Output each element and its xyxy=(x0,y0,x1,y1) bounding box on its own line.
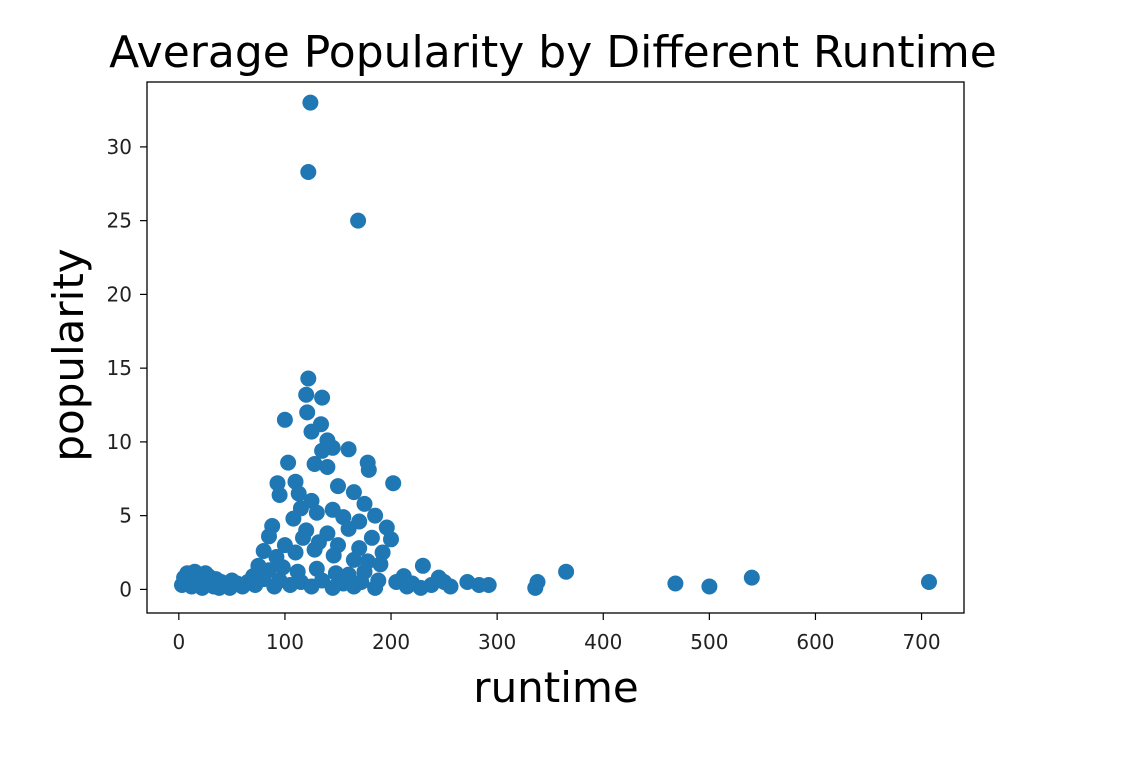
scatter-point xyxy=(274,559,291,576)
x-axis-label: runtime xyxy=(473,663,638,712)
scatter-point xyxy=(306,456,323,472)
scatter-point xyxy=(295,529,311,546)
scatter-point xyxy=(314,389,331,406)
scatter-point xyxy=(558,563,575,580)
scatter-point xyxy=(367,579,384,596)
scatter-point xyxy=(261,528,277,545)
plot-area-frame xyxy=(146,81,965,614)
x-tick-label: 0 xyxy=(172,630,185,654)
scatter-point xyxy=(367,507,384,524)
scatter-point xyxy=(340,520,357,537)
scatter-point xyxy=(921,574,937,590)
scatter-point xyxy=(399,578,415,595)
scatter-point xyxy=(324,579,341,596)
scatter-point xyxy=(701,578,718,595)
scatter-point xyxy=(255,543,272,559)
scatter-point xyxy=(314,442,331,459)
scatter-point xyxy=(350,212,367,229)
scatter-point xyxy=(308,504,325,521)
scatter-point xyxy=(276,411,293,428)
scatter-point xyxy=(247,577,264,593)
scatter-point xyxy=(179,565,196,582)
scatter-point xyxy=(330,478,346,495)
scatter-point xyxy=(299,404,316,421)
scatter-point xyxy=(287,544,304,561)
x-tick-label: 600 xyxy=(796,630,834,654)
scatter-point xyxy=(271,487,288,503)
scatter-point xyxy=(345,551,362,568)
scatter-point xyxy=(383,531,399,548)
scatter-point xyxy=(303,423,320,440)
y-tick-label: 20 xyxy=(107,282,132,306)
scatter-point xyxy=(280,454,297,471)
scatter-point xyxy=(667,575,684,592)
scatter-point xyxy=(319,459,336,475)
scatter-point xyxy=(385,475,402,492)
scatter-point xyxy=(300,164,317,180)
scatter-point xyxy=(480,577,497,593)
scatter-point xyxy=(282,577,299,593)
x-tick-label: 700 xyxy=(902,630,940,654)
chart-title: Average Popularity by Different Runtime xyxy=(109,27,997,78)
scatter-point xyxy=(345,484,362,501)
y-tick-label: 25 xyxy=(107,209,132,233)
scatter-point xyxy=(269,475,286,492)
y-tick-label: 5 xyxy=(119,504,132,528)
y-tick-label: 15 xyxy=(107,356,132,380)
y-tick-label: 0 xyxy=(119,577,132,601)
y-axis-ticks: 0 5 10 15 20 25 30 xyxy=(107,135,147,601)
scatter-point xyxy=(529,574,546,590)
scatter-point xyxy=(442,578,459,595)
scatter-point xyxy=(412,579,429,596)
x-tick-label: 400 xyxy=(584,630,622,654)
scatter-point xyxy=(325,547,342,564)
scatter-point xyxy=(306,541,323,558)
y-axis-label: popularity xyxy=(44,248,93,461)
scatter-point xyxy=(303,578,320,595)
scatter-point xyxy=(345,578,362,595)
scatter-point xyxy=(266,578,283,595)
scatter-point xyxy=(356,495,373,512)
scatter-point xyxy=(194,579,211,596)
scatter-point xyxy=(298,386,315,403)
scatter-point xyxy=(372,556,389,573)
scatter-point xyxy=(221,579,238,596)
y-tick-label: 10 xyxy=(107,430,132,454)
scatter-point xyxy=(360,461,377,478)
scatter-point xyxy=(414,557,431,574)
scatter-point xyxy=(374,544,391,561)
scatter-point xyxy=(300,370,317,387)
scatter-point xyxy=(290,485,307,502)
x-axis-ticks: 0 100 200 300 400 500 600 700 xyxy=(172,613,941,654)
x-tick-label: 500 xyxy=(690,630,728,654)
scatter-point xyxy=(363,529,380,546)
x-tick-label: 100 xyxy=(266,630,304,654)
scatter-point xyxy=(302,94,319,111)
data-points xyxy=(174,94,937,596)
y-tick-label: 30 xyxy=(107,135,132,159)
scatter-point xyxy=(285,510,302,527)
scatter-point xyxy=(743,569,760,586)
x-tick-label: 300 xyxy=(478,630,516,654)
x-tick-label: 200 xyxy=(372,630,410,654)
scatter-point xyxy=(340,441,357,458)
